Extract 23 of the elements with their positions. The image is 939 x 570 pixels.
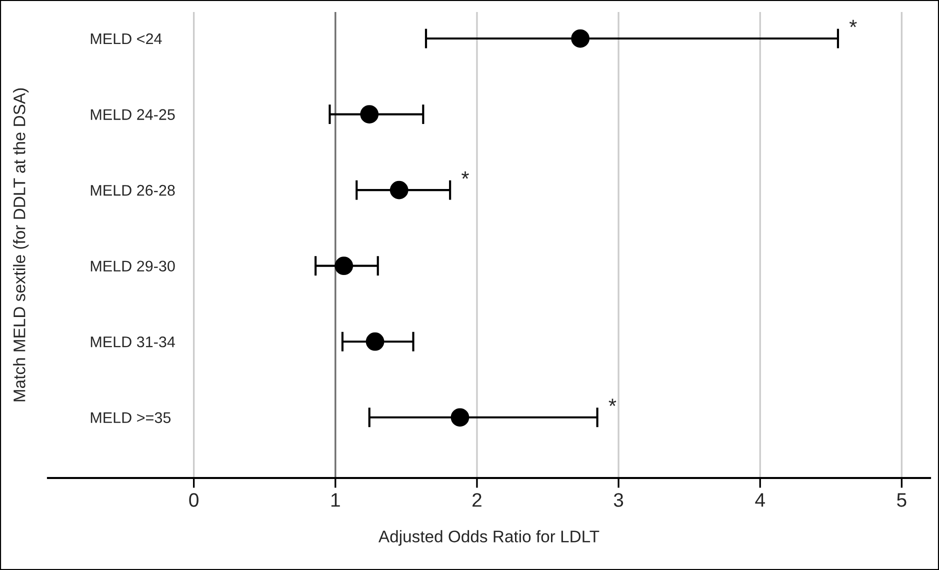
y-tick-label: MELD 29-30 — [90, 260, 175, 272]
x-tick-label: 3 — [614, 493, 624, 507]
annotation: * — [608, 398, 616, 406]
point — [450, 408, 470, 427]
y-tick-label: MELD <24 — [90, 33, 162, 44]
annotation: * — [462, 171, 469, 179]
point — [360, 105, 379, 124]
point — [334, 256, 354, 276]
y-tick-label: MELD 31-34 — [90, 336, 175, 348]
annotation: * — [849, 20, 857, 28]
point — [571, 29, 590, 48]
point — [366, 332, 384, 351]
x-tick-label: 5 — [897, 493, 906, 507]
x-axis-title: Adjusted Odds Ratio for LDLT — [378, 530, 600, 546]
y-tick-label: MELD >=35 — [90, 412, 171, 424]
point — [390, 180, 408, 200]
x-tick-label: 1 — [331, 493, 340, 507]
y-axis-title: Match MELD sextile (for DDLT at the DSA) — [13, 88, 29, 402]
x-tick-label: 0 — [189, 493, 198, 507]
x-tick-label: 2 — [472, 493, 482, 507]
x-tick-label: 4 — [755, 493, 765, 507]
y-tick-label: MELD 26-28 — [90, 184, 175, 196]
y-tick-label: MELD 24-25 — [90, 109, 175, 120]
